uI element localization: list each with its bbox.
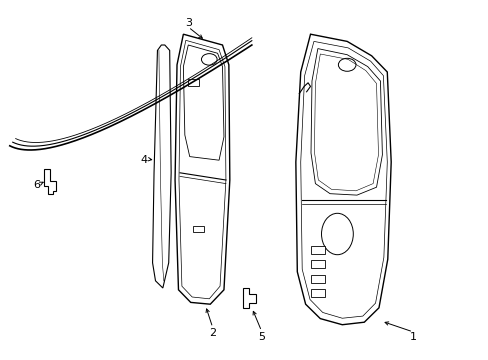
Text: 5: 5 bbox=[258, 332, 264, 342]
Bar bbox=[193, 226, 203, 232]
Bar bbox=[310, 289, 325, 297]
Text: 6: 6 bbox=[33, 180, 40, 190]
Text: 1: 1 bbox=[409, 332, 416, 342]
Text: 2: 2 bbox=[209, 328, 216, 338]
Bar bbox=[310, 246, 325, 254]
Bar bbox=[310, 275, 325, 283]
Bar bbox=[310, 260, 325, 268]
Text: 4: 4 bbox=[141, 155, 147, 165]
Bar bbox=[188, 79, 199, 86]
Text: 3: 3 bbox=[184, 18, 191, 28]
